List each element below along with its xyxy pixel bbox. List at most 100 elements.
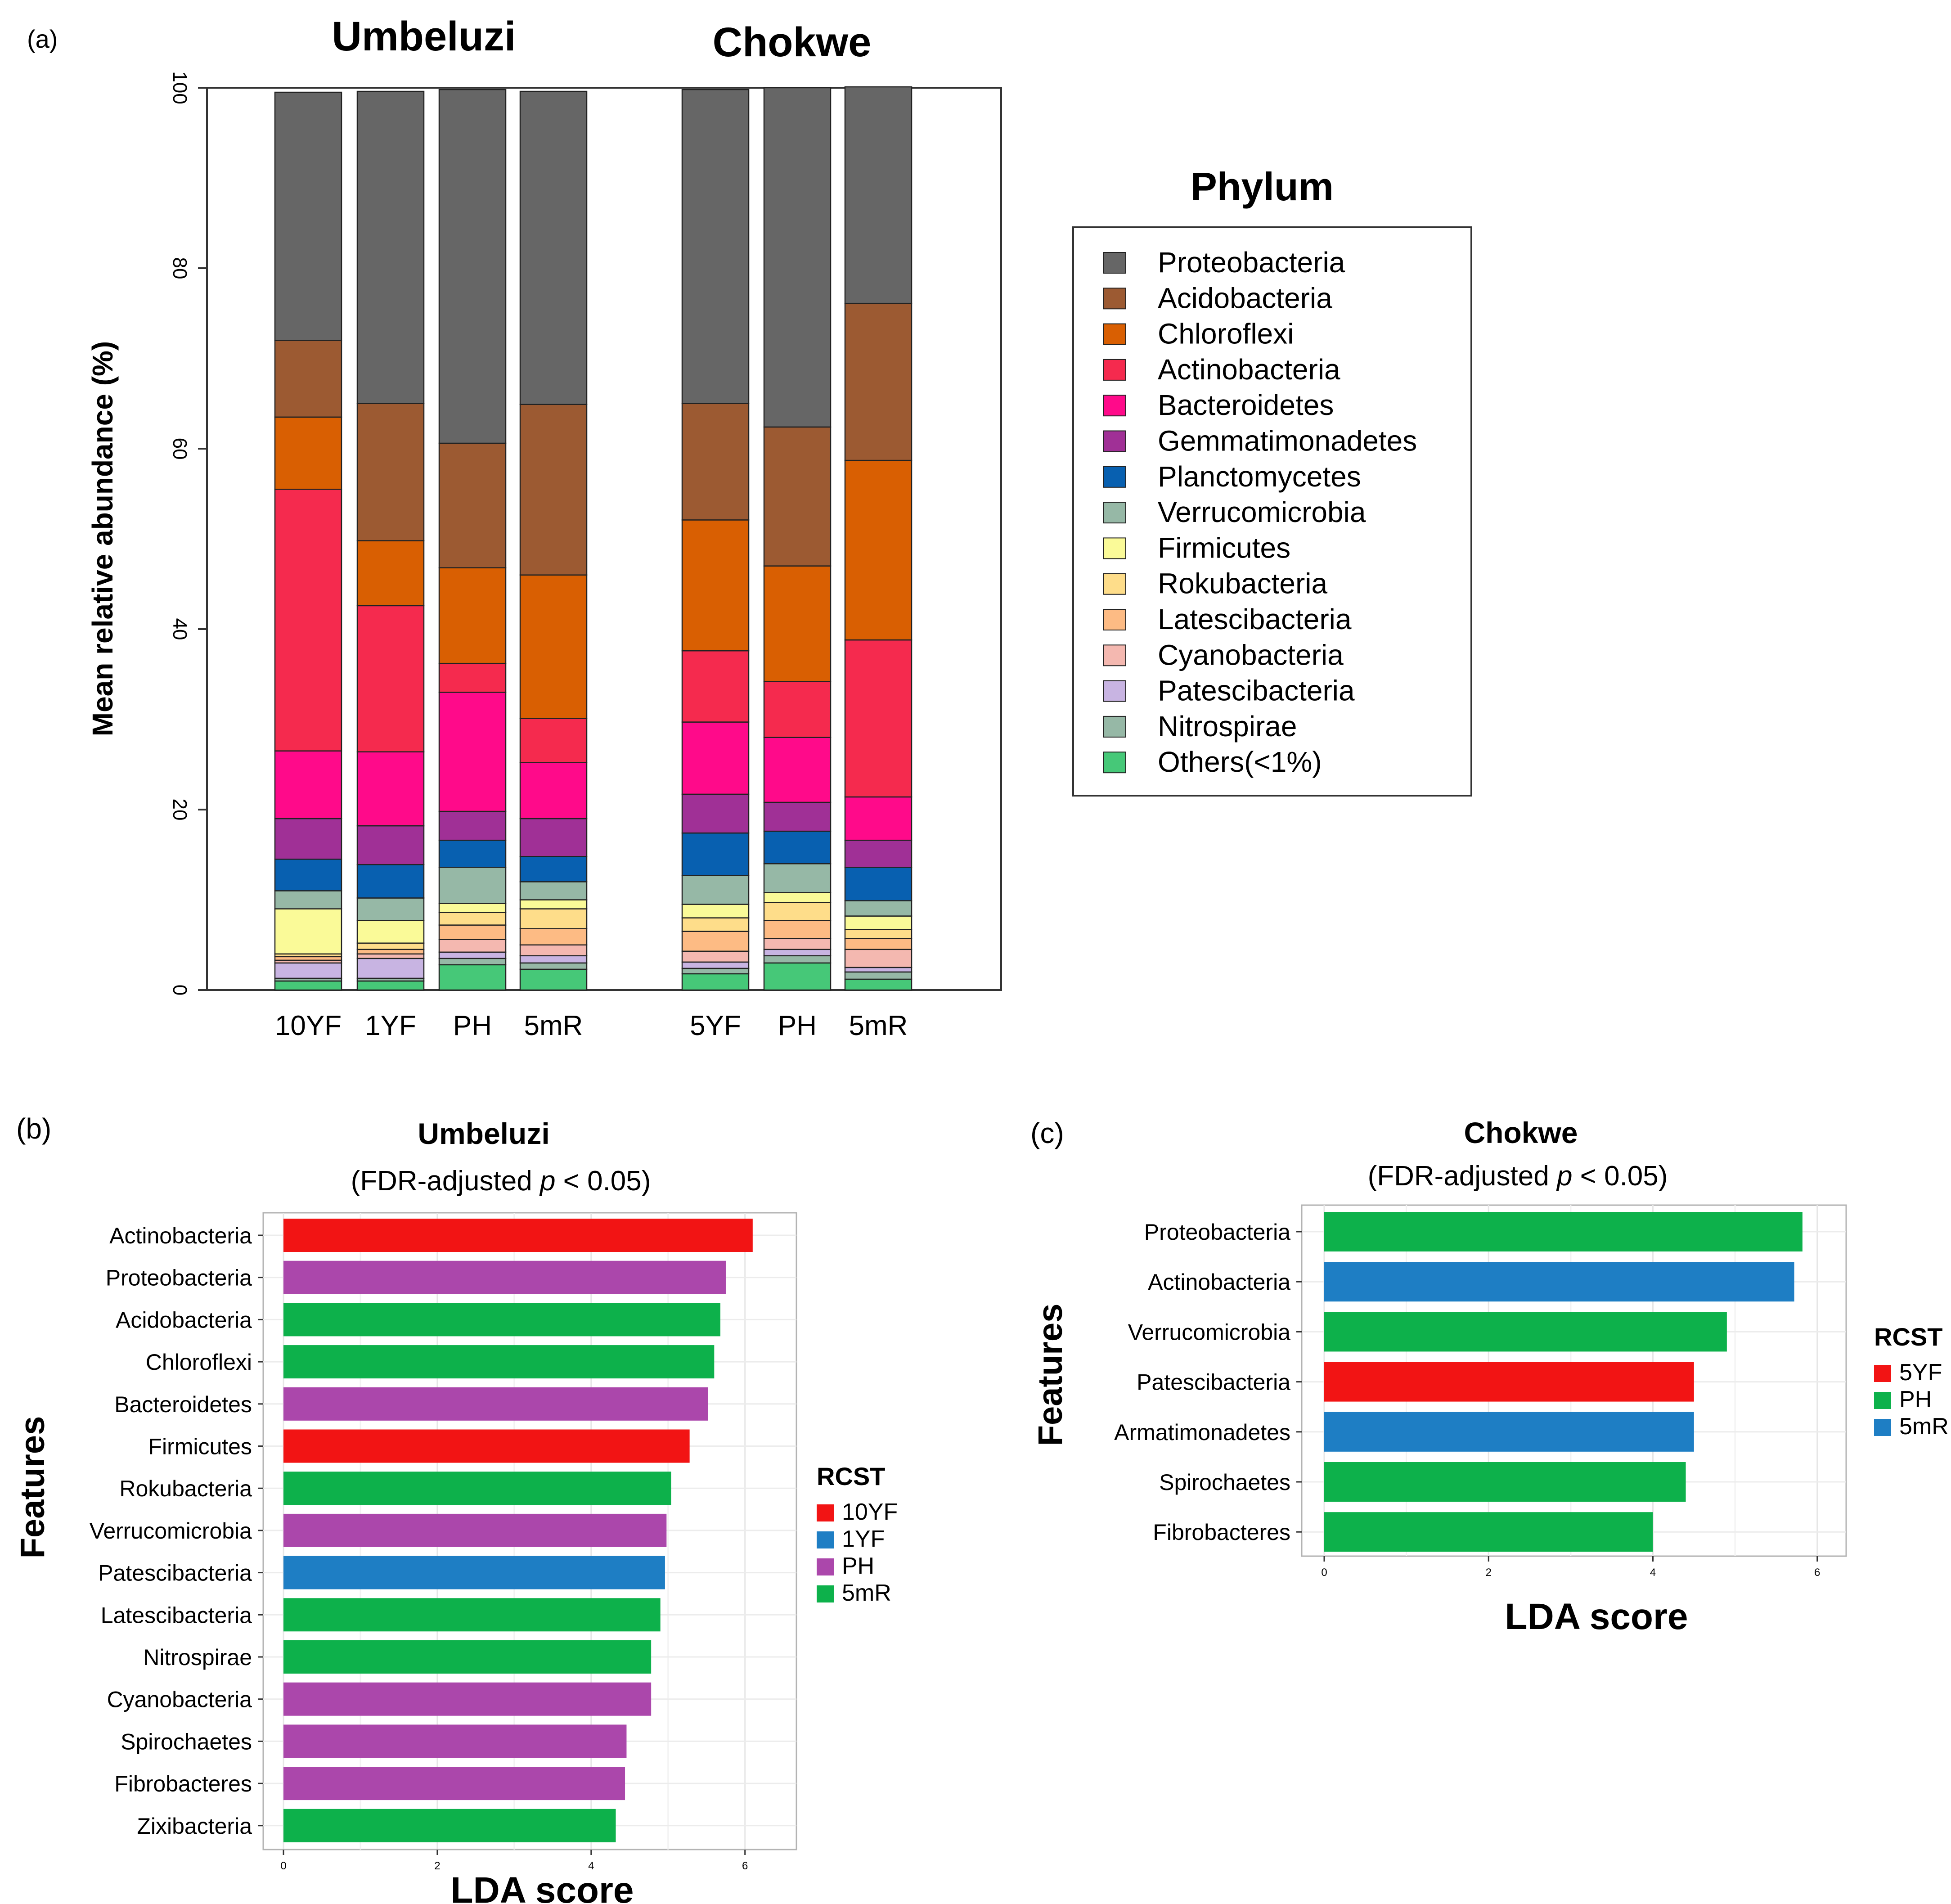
panel-a-bar-segment [763,801,832,832]
panel-a-x-tick-label: 5YF [690,1010,741,1041]
panel-a-bar-segment [519,718,588,763]
panel-a-bar-segment [274,750,342,819]
panel-a-legend-label: Cyanobacteria [1158,639,1344,671]
panel-b-bar [283,1429,690,1463]
panel-b-x-tick-label: 2 [434,1860,440,1872]
panel-a-legend-label: Gemmatimonadetes [1158,425,1417,457]
panel-b-bar [283,1472,671,1505]
panel-a-bar-segment [356,953,425,959]
panel-c-feature-label: Actinobacteria [1148,1269,1290,1295]
panel-a-bar-segment [763,955,832,964]
panel-b-legend-label: 10YF [842,1499,898,1525]
panel-a-bar-segment [438,924,507,940]
panel-b-title: Umbeluzi [418,1117,549,1150]
panel-c-feature-label: Verrucomicrobia [1128,1319,1290,1345]
panel-label-b: (b) [16,1112,51,1145]
panel-b-x-tick-label: 0 [280,1860,286,1872]
panel-b-legend-swatch [817,1504,834,1521]
panel-a-bar-segment [274,416,342,490]
panel-a-bar-segment [519,404,588,576]
panel-b-feature-label: Actinobacteria [109,1223,252,1248]
panel-a-bar-segment [438,867,507,904]
panel-b-bar [283,1303,721,1337]
panel-b-bar [283,1598,661,1632]
panel-c-subtitle-pre: (FDR-adjusted [1368,1161,1557,1192]
panel-a-bar-segment [763,737,832,803]
panel-b-bar [283,1556,665,1589]
panel-b-feature-label: Cyanobacteria [107,1687,252,1712]
panel-a-bar-segment [844,971,913,980]
panel-b-feature-label: Fibrobacteres [114,1771,252,1796]
panel-a-legend-label: Latescibacteria [1158,603,1352,635]
panel-a-bar-segment [356,864,425,899]
panel-a-bar-segment [681,961,750,969]
panel-a-bar-segment [356,958,425,979]
panel-a-bar-segment [844,639,913,798]
panel-a-bar-segment [763,681,832,738]
panel-a-bar-segment [438,839,507,868]
panel-c-subtitle: (FDR-adjusted p < 0.05) [1368,1161,1668,1192]
panel-b-feature-label: Latescibacteria [101,1602,252,1628]
panel-b-feature-label: Zixibacteria [137,1814,252,1839]
panel-c-legend-label: PH [1899,1386,1932,1413]
panel-b-bar [283,1809,616,1842]
panel-c-lda-chart: Chokwe (FDR-adjusted p < 0.05) Proteobac… [1031,1116,1949,1637]
panel-b-bar [283,1767,625,1800]
panel-a-bar-segment [844,459,913,641]
panel-a-x-tick-label: 1YF [365,1010,416,1041]
panel-c-legend-label: 5mR [1899,1413,1949,1440]
panel-a-legend-label: Actinobacteria [1158,353,1340,386]
panel-a-bar-segment [274,908,342,955]
panel-a-bar-segment [844,302,913,461]
panel-c-subtitle-p: p [1556,1161,1572,1192]
panel-a-bar-segment [356,403,425,541]
panel-a-bar-segment [356,751,425,827]
panel-a-bar-segment [763,902,832,921]
panel-a-bar-segment [681,973,750,991]
panel-a-y-tick-label: 60 [169,438,191,460]
panel-a-bars [274,86,913,991]
panel-a-bar-segment [844,867,913,901]
panel-b-y-axis-label: Features [13,1416,52,1559]
panel-b-legend-swatch [817,1585,834,1602]
panel-c-x-axis-label: LDA score [1505,1596,1688,1637]
panel-a-y-axis-label: Mean relative abundance (%) [86,341,119,736]
panel-a-bar-segment [681,793,750,834]
panel-b-plot-frame [262,1212,797,1850]
panel-a-group-title-umbeluzi: Umbeluzi [332,14,516,59]
panel-a-legend-label: Proteobacteria [1158,246,1345,279]
panel-c-feature-label: Fibrobacteres [1153,1520,1290,1545]
panel-b-feature-label: Spirochaetes [121,1729,252,1754]
panel-a-bar-segment [763,938,832,950]
panel-c-legend-swatch [1874,1419,1891,1436]
panel-a-bar-segment [356,897,425,921]
panel-a-bar-segment [519,90,588,405]
panel-a-legend-swatch [1103,502,1126,524]
panel-b-subtitle: (FDR-adjusted p < 0.05) [351,1166,651,1197]
panel-a-bar-segment [763,892,832,903]
panel-a-bar-segment [438,964,507,991]
panel-a-bar-segment [519,968,588,991]
panel-a-bar-segment [519,944,588,957]
panel-a-bar-segment [763,920,832,939]
panel-a-legend-swatch [1103,680,1126,702]
panel-a-bar-segment [438,567,507,664]
panel-a-bar-segment [681,721,750,795]
panel-a-bar-segment [274,488,342,752]
panel-a-legend-label: Verrucomicrobia [1158,496,1366,528]
panel-a-group-title-chokwe: Chokwe [713,19,872,65]
panel-a-bar-segment [438,939,507,953]
panel-a-bar-segment [438,903,507,913]
panel-a-bar-segment [356,825,425,865]
panel-b-bar [283,1513,667,1547]
panel-a-bar-segment [844,915,913,930]
panel-a-bar-segment [681,832,750,876]
panel-b-feature-label: Verrucomicrobia [90,1518,252,1544]
panel-b-bar [283,1724,627,1758]
panel-a-legend-swatch [1103,395,1126,417]
panel-a-y-tick-label: 100 [169,71,191,104]
panel-a-bar-segment [844,978,913,991]
